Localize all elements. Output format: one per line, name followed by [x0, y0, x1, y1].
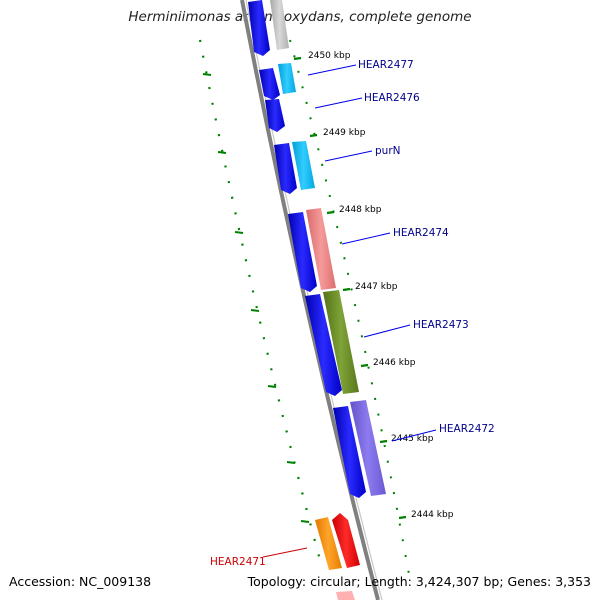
gene-label-hear2477: HEAR2477	[358, 59, 414, 71]
tick-label: 2450 kbp	[308, 51, 351, 61]
cds-feature	[259, 68, 280, 100]
tick-label: 2447 kbp	[355, 282, 398, 292]
gene-feature-grey	[270, 0, 289, 50]
gc-skew-track	[289, 39, 411, 581]
gene-feature-hear2473	[323, 290, 359, 394]
tick-label: 2445 kbp	[391, 434, 434, 444]
tick-label: 2449 kbp	[323, 128, 366, 138]
cds-feature	[265, 99, 285, 132]
gene-feature-purn	[292, 141, 315, 190]
cds-track	[248, 0, 366, 498]
gene-feature-hear2471-b	[332, 513, 360, 568]
cds-feature	[333, 406, 366, 498]
tick-label: 2444 kbp	[411, 510, 454, 520]
gene-track	[270, 0, 386, 600]
gene-label-purn: purN	[375, 145, 401, 157]
gc-content-track	[198, 39, 322, 561]
cds-feature	[305, 294, 342, 396]
kbp-ticks	[293, 56, 407, 520]
gene-label-hear2472: HEAR2472	[439, 423, 495, 435]
cds-feature	[288, 212, 317, 292]
gene-label-hear2471: HEAR2471	[210, 556, 266, 568]
genome-backbone	[240, 0, 380, 600]
tick-label: 2446 kbp	[373, 358, 416, 368]
cds-feature	[248, 0, 270, 56]
gc-peaks	[202, 73, 310, 523]
kbp-tick-labels: 2450 kbp 2449 kbp 2448 kbp 2447 kbp 2446…	[308, 51, 454, 520]
gene-feature-hear2477	[278, 63, 296, 94]
gene-feature-hear2474	[306, 208, 336, 290]
genome-summary-text: Topology: circular; Length: 3,424,307 bp…	[247, 574, 591, 589]
gene-leader-lines	[262, 64, 437, 558]
gene-feature-bottom	[336, 591, 355, 600]
gene-label-hear2476: HEAR2476	[364, 92, 420, 104]
map-title: Herminiimonas arsenicoxydans, complete g…	[128, 9, 472, 25]
gene-label-hear2474: HEAR2474	[393, 227, 449, 239]
gene-feature-hear2471-a	[315, 517, 342, 570]
accession-text: Accession: NC_009138	[9, 574, 152, 589]
tick-label: 2448 kbp	[339, 205, 382, 215]
gene-labels: HEAR2477 HEAR2476 purN HEAR2474 HEAR2473…	[210, 59, 495, 568]
gene-feature-hear2472	[350, 400, 386, 496]
cds-feature	[274, 143, 297, 194]
gene-label-hear2473: HEAR2473	[413, 319, 469, 331]
